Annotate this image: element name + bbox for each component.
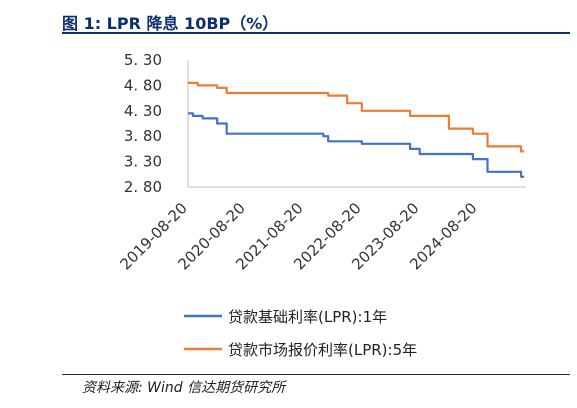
y-tick-label: 2. 80 [124,178,162,196]
y-tick-label: 5. 30 [124,51,162,69]
source-note: 资料来源: Wind 信达期货研究所 [82,380,286,396]
figure-title-bar: 图 1: LPR 降息 10BP（%） [62,8,570,34]
y-tick-label: 4. 80 [124,76,162,94]
y-tick-label: 3. 30 [124,153,162,171]
y-axis: 2. 80 3. 30 3. 80 4. 30 4. 80 5. 30 [124,51,189,196]
series-line-1y [188,112,524,178]
footer-divider [62,374,570,375]
legend-label: 贷款基础利率(LPR):1年 [228,308,387,326]
y-tick-label: 3. 80 [124,127,162,145]
series-line-5y [188,81,524,153]
figure-title: 图 1: LPR 降息 10BP（%） [62,14,279,33]
legend-label: 贷款市场报价利率(LPR):5年 [228,341,417,359]
title-underline [62,32,570,34]
series-lines [188,81,524,178]
x-axis: 2019-08-202020-08-202021-08-202022-08-20… [116,186,526,273]
lpr-line-chart: 2. 80 3. 30 3. 80 4. 30 4. 80 5. 30 2019-08-2… [116,51,526,359]
y-tick-label: 4. 30 [124,102,162,120]
